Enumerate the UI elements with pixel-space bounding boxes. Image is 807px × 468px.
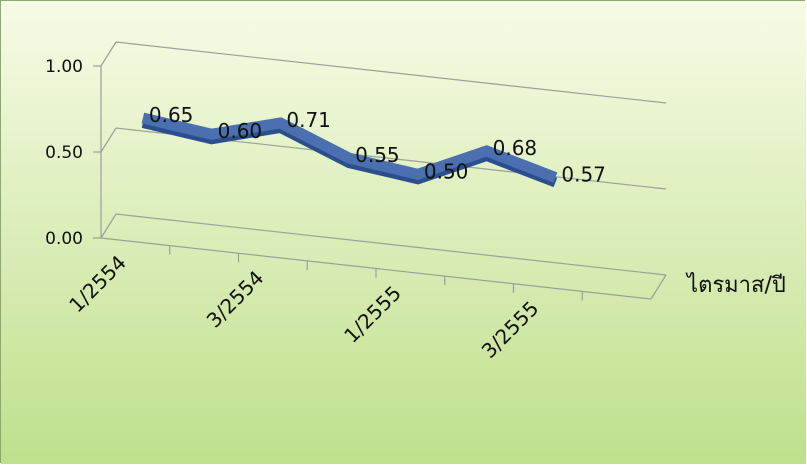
gridline xyxy=(115,41,667,104)
gridline xyxy=(115,213,667,276)
data-label: 0.60 xyxy=(218,119,263,143)
side-gridline xyxy=(100,213,117,239)
series-line xyxy=(141,112,558,183)
x-axis-title: ไตรมาส/ปี xyxy=(685,272,786,298)
data-label: 0.55 xyxy=(355,143,400,167)
y-tick-label: 0.50 xyxy=(45,143,83,163)
floor-right-edge xyxy=(650,274,667,300)
y-tick-label: 0.00 xyxy=(45,229,83,249)
side-gridline xyxy=(100,41,117,67)
data-label: 0.50 xyxy=(424,159,469,183)
side-gridline xyxy=(100,127,117,153)
data-label: 0.57 xyxy=(561,163,606,187)
y-tick-label: 1.00 xyxy=(45,57,83,77)
data-label: 0.71 xyxy=(286,108,331,132)
data-label: 0.68 xyxy=(493,136,538,160)
data-label: 0.65 xyxy=(149,103,194,127)
